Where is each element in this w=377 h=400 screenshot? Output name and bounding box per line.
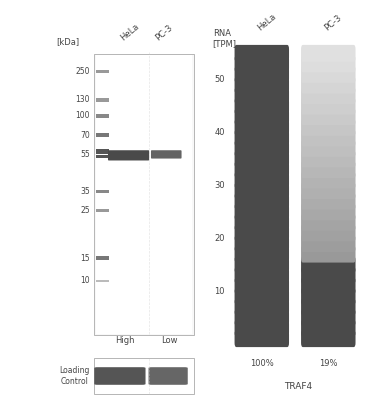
- Text: HeLa: HeLa: [256, 12, 278, 33]
- FancyBboxPatch shape: [234, 119, 289, 136]
- FancyBboxPatch shape: [301, 66, 356, 83]
- Text: 130: 130: [75, 96, 90, 104]
- FancyBboxPatch shape: [301, 98, 356, 115]
- FancyBboxPatch shape: [234, 161, 289, 178]
- FancyBboxPatch shape: [234, 87, 289, 104]
- FancyBboxPatch shape: [96, 155, 109, 158]
- FancyBboxPatch shape: [96, 190, 109, 193]
- FancyBboxPatch shape: [234, 277, 289, 294]
- FancyBboxPatch shape: [301, 256, 356, 273]
- FancyBboxPatch shape: [234, 298, 289, 315]
- FancyBboxPatch shape: [234, 56, 289, 72]
- FancyBboxPatch shape: [94, 358, 194, 394]
- FancyBboxPatch shape: [301, 277, 356, 294]
- Text: 250: 250: [75, 67, 90, 76]
- FancyBboxPatch shape: [151, 150, 182, 158]
- Text: PC-3: PC-3: [154, 23, 175, 42]
- Text: Low: Low: [161, 336, 178, 345]
- FancyBboxPatch shape: [301, 267, 356, 284]
- FancyBboxPatch shape: [234, 224, 289, 242]
- FancyBboxPatch shape: [301, 87, 356, 104]
- FancyBboxPatch shape: [234, 203, 289, 220]
- FancyBboxPatch shape: [234, 98, 289, 115]
- FancyBboxPatch shape: [234, 66, 289, 83]
- Text: 100: 100: [75, 112, 90, 120]
- FancyBboxPatch shape: [301, 108, 356, 125]
- FancyBboxPatch shape: [234, 140, 289, 157]
- FancyBboxPatch shape: [301, 193, 356, 210]
- FancyBboxPatch shape: [301, 320, 356, 336]
- FancyBboxPatch shape: [234, 108, 289, 125]
- Text: [kDa]: [kDa]: [57, 38, 80, 47]
- Text: 30: 30: [214, 181, 225, 190]
- Text: Loading
Control: Loading Control: [59, 366, 90, 386]
- FancyBboxPatch shape: [234, 288, 289, 305]
- FancyBboxPatch shape: [96, 133, 109, 137]
- Text: HeLa: HeLa: [119, 22, 141, 42]
- FancyBboxPatch shape: [96, 280, 109, 282]
- FancyBboxPatch shape: [301, 56, 356, 72]
- FancyBboxPatch shape: [96, 98, 109, 102]
- FancyBboxPatch shape: [234, 45, 289, 62]
- Text: PC-3: PC-3: [322, 13, 343, 33]
- FancyBboxPatch shape: [108, 150, 149, 160]
- FancyBboxPatch shape: [301, 172, 356, 189]
- FancyBboxPatch shape: [234, 309, 289, 326]
- FancyBboxPatch shape: [301, 214, 356, 231]
- FancyBboxPatch shape: [301, 309, 356, 326]
- FancyBboxPatch shape: [301, 130, 356, 146]
- Text: 15: 15: [80, 254, 90, 263]
- FancyBboxPatch shape: [234, 246, 289, 262]
- Text: 40: 40: [214, 128, 225, 137]
- Text: TRAF4: TRAF4: [284, 382, 312, 391]
- Text: 35: 35: [80, 187, 90, 196]
- FancyBboxPatch shape: [301, 246, 356, 262]
- Text: 100%: 100%: [250, 359, 274, 368]
- FancyBboxPatch shape: [94, 367, 146, 385]
- FancyBboxPatch shape: [301, 288, 356, 305]
- FancyBboxPatch shape: [234, 256, 289, 273]
- Text: 20: 20: [214, 234, 225, 243]
- FancyBboxPatch shape: [301, 330, 356, 347]
- FancyBboxPatch shape: [96, 55, 192, 334]
- FancyBboxPatch shape: [234, 267, 289, 284]
- Text: 55: 55: [80, 150, 90, 159]
- FancyBboxPatch shape: [96, 70, 109, 73]
- Text: RNA
[TPM]: RNA [TPM]: [213, 29, 237, 48]
- Text: 19%: 19%: [319, 359, 337, 368]
- FancyBboxPatch shape: [301, 235, 356, 252]
- FancyBboxPatch shape: [301, 161, 356, 178]
- FancyBboxPatch shape: [301, 224, 356, 242]
- FancyBboxPatch shape: [234, 172, 289, 189]
- FancyBboxPatch shape: [301, 45, 356, 62]
- FancyBboxPatch shape: [234, 150, 289, 168]
- FancyBboxPatch shape: [234, 214, 289, 231]
- Text: 10: 10: [80, 276, 90, 285]
- FancyBboxPatch shape: [301, 203, 356, 220]
- FancyBboxPatch shape: [301, 298, 356, 315]
- FancyBboxPatch shape: [96, 114, 109, 118]
- FancyBboxPatch shape: [234, 193, 289, 210]
- FancyBboxPatch shape: [234, 330, 289, 347]
- FancyBboxPatch shape: [301, 150, 356, 168]
- FancyBboxPatch shape: [96, 256, 109, 260]
- Text: 70: 70: [80, 131, 90, 140]
- FancyBboxPatch shape: [149, 367, 188, 385]
- FancyBboxPatch shape: [301, 140, 356, 157]
- FancyBboxPatch shape: [234, 130, 289, 146]
- FancyBboxPatch shape: [94, 54, 194, 335]
- FancyBboxPatch shape: [234, 320, 289, 336]
- FancyBboxPatch shape: [301, 119, 356, 136]
- Text: High: High: [115, 336, 134, 345]
- FancyBboxPatch shape: [234, 77, 289, 94]
- FancyBboxPatch shape: [234, 235, 289, 252]
- FancyBboxPatch shape: [234, 182, 289, 199]
- Text: 50: 50: [214, 75, 225, 84]
- FancyBboxPatch shape: [96, 149, 109, 154]
- FancyBboxPatch shape: [301, 77, 356, 94]
- FancyBboxPatch shape: [301, 182, 356, 199]
- FancyBboxPatch shape: [96, 209, 109, 212]
- Text: 10: 10: [214, 286, 225, 296]
- Text: 25: 25: [80, 206, 90, 215]
